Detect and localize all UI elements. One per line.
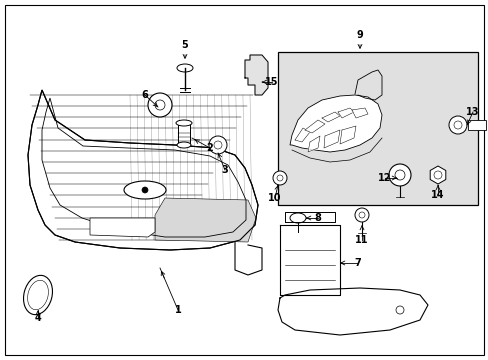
Circle shape bbox=[388, 164, 410, 186]
Text: 12: 12 bbox=[378, 173, 391, 183]
Ellipse shape bbox=[177, 142, 191, 148]
Ellipse shape bbox=[177, 64, 193, 72]
Text: 8: 8 bbox=[314, 213, 321, 223]
Text: 9: 9 bbox=[356, 30, 363, 40]
Circle shape bbox=[148, 93, 172, 117]
Polygon shape bbox=[337, 108, 353, 118]
Ellipse shape bbox=[124, 181, 165, 199]
Text: 13: 13 bbox=[465, 107, 479, 117]
Text: 7: 7 bbox=[354, 258, 361, 268]
Polygon shape bbox=[339, 126, 355, 144]
Text: 3: 3 bbox=[221, 165, 228, 175]
Circle shape bbox=[142, 187, 148, 193]
Circle shape bbox=[208, 136, 226, 154]
Polygon shape bbox=[307, 136, 319, 152]
Polygon shape bbox=[285, 212, 334, 222]
Text: 1: 1 bbox=[174, 305, 181, 315]
Polygon shape bbox=[90, 218, 155, 237]
Bar bbox=[178, 123, 190, 145]
Polygon shape bbox=[324, 130, 339, 148]
Ellipse shape bbox=[289, 213, 305, 223]
Text: 6: 6 bbox=[142, 90, 148, 100]
Polygon shape bbox=[28, 90, 258, 250]
Polygon shape bbox=[280, 225, 339, 295]
Polygon shape bbox=[429, 166, 445, 184]
Bar bbox=[278, 52, 477, 205]
Text: 15: 15 bbox=[264, 77, 278, 87]
Polygon shape bbox=[351, 108, 367, 118]
Polygon shape bbox=[244, 55, 267, 95]
Text: 10: 10 bbox=[268, 193, 281, 203]
Polygon shape bbox=[289, 95, 381, 152]
Bar bbox=[467, 120, 485, 130]
Text: 2: 2 bbox=[206, 143, 213, 153]
Circle shape bbox=[272, 171, 286, 185]
Polygon shape bbox=[321, 112, 339, 122]
Text: 4: 4 bbox=[35, 313, 41, 323]
Ellipse shape bbox=[176, 120, 192, 126]
Text: 5: 5 bbox=[181, 40, 188, 50]
Polygon shape bbox=[305, 120, 325, 133]
Circle shape bbox=[448, 116, 466, 134]
Text: 14: 14 bbox=[430, 190, 444, 200]
Circle shape bbox=[354, 208, 368, 222]
Polygon shape bbox=[278, 288, 427, 335]
Text: 11: 11 bbox=[354, 235, 368, 245]
Polygon shape bbox=[294, 128, 309, 142]
Polygon shape bbox=[155, 198, 256, 242]
